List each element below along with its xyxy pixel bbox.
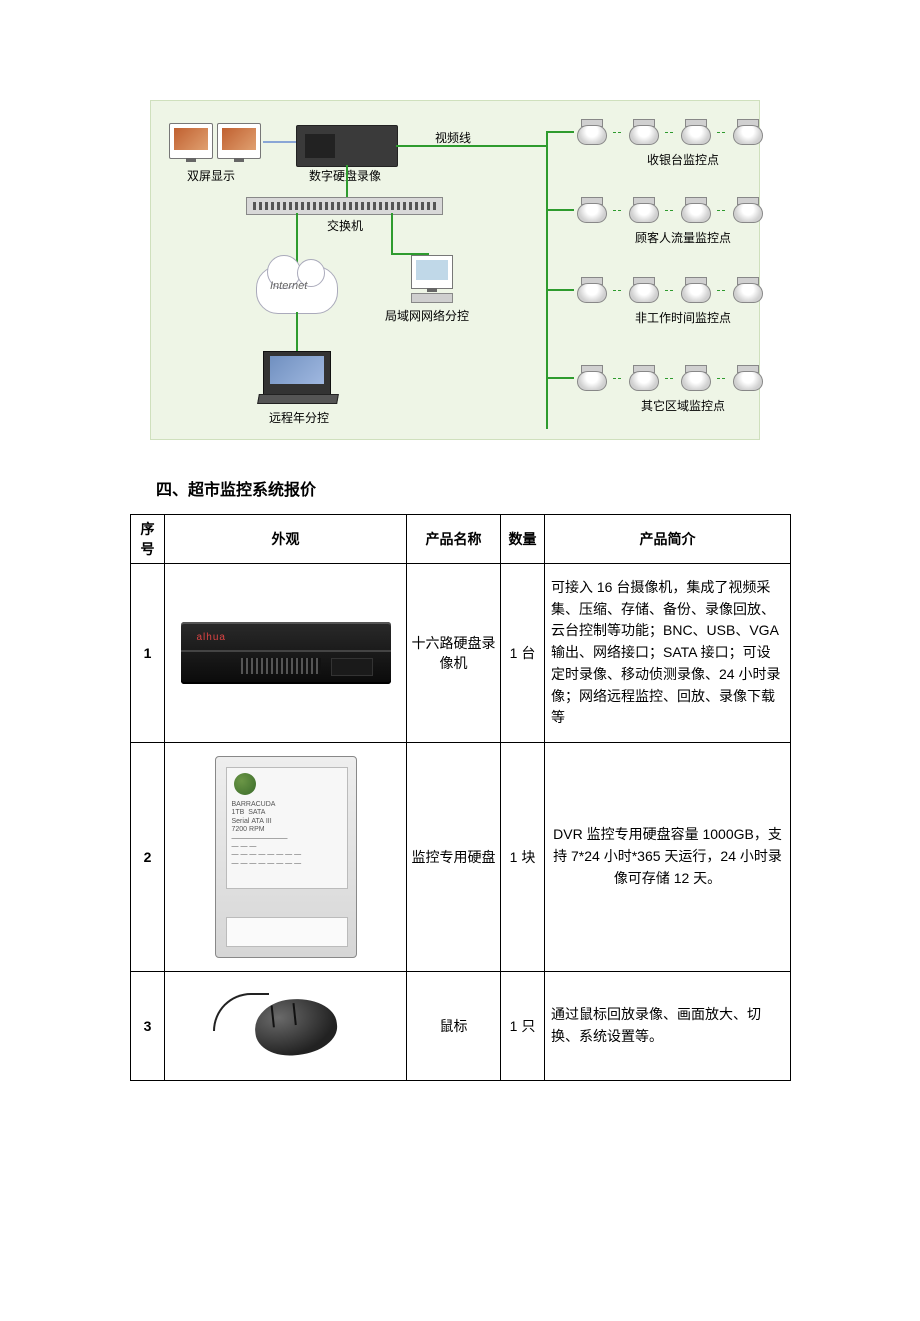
label-group-3: 非工作时间监控点 xyxy=(635,309,731,326)
quote-table: 序号 外观 产品名称 数量 产品简介 1 alhua xyxy=(130,514,791,1081)
connector-line xyxy=(717,378,725,379)
connector-line xyxy=(717,290,725,291)
camera-icon xyxy=(627,197,659,223)
camera-row xyxy=(575,197,763,223)
th-desc: 产品简介 xyxy=(545,515,791,564)
dvr-icon xyxy=(296,125,398,167)
monitor-icon xyxy=(217,123,261,159)
connector-line xyxy=(665,378,673,379)
connector-line xyxy=(296,312,298,351)
pc-icon xyxy=(411,255,453,289)
camera-row xyxy=(575,119,763,145)
connector-line xyxy=(665,290,673,291)
table-row: 2 BARRACUDA1TB SATASerial ATA III7200 RP… xyxy=(131,743,791,972)
section-title: 四、超市监控系统报价 xyxy=(156,476,790,500)
connector-line xyxy=(665,210,673,211)
camera-icon xyxy=(575,365,607,391)
label-lan-branch: 局域网网络分控 xyxy=(385,307,469,324)
connector-line xyxy=(613,378,621,379)
label-internet: Internet xyxy=(270,280,307,292)
camera-icon xyxy=(679,365,711,391)
label-remote: 远程年分控 xyxy=(269,409,329,426)
table-row: 3 鼠标 1 只 通过鼠标回放录像、画面放大、切换、系统设置等。 xyxy=(131,972,791,1081)
connector-line xyxy=(263,141,296,143)
th-appearance: 外观 xyxy=(165,515,407,564)
connector-line xyxy=(296,213,298,265)
connector-line xyxy=(613,290,621,291)
label-group-1: 收银台监控点 xyxy=(647,151,719,168)
th-idx: 序号 xyxy=(131,515,165,564)
switch-icon xyxy=(246,197,443,215)
th-qty: 数量 xyxy=(501,515,545,564)
cell-desc: DVR 监控专用硬盘容量 1000GB，支持 7*24 小时*365 天运行，2… xyxy=(545,743,791,972)
camera-icon xyxy=(679,119,711,145)
monitor-icon xyxy=(169,123,213,159)
cell-image xyxy=(165,972,407,1081)
cell-idx: 3 xyxy=(131,972,165,1081)
page: 双屏显示 数字硬盘录像 视频线 交换机 局域网网络分控 Internet xyxy=(0,0,920,1321)
camera-icon xyxy=(575,197,607,223)
label-dual-display: 双屏显示 xyxy=(187,167,235,184)
cell-desc: 通过鼠标回放录像、画面放大、切换、系统设置等。 xyxy=(545,972,791,1081)
connector-line xyxy=(546,131,574,133)
connector-line xyxy=(546,209,574,211)
connector-line xyxy=(665,132,673,133)
cell-desc: 可接入 16 台摄像机，集成了视频采集、压缩、存储、备份、录像回放、云台控制等功… xyxy=(545,564,791,743)
camera-icon xyxy=(575,277,607,303)
table-header-row: 序号 外观 产品名称 数量 产品简介 xyxy=(131,515,791,564)
cell-idx: 2 xyxy=(131,743,165,972)
dvr-product-icon: alhua xyxy=(181,622,391,684)
connector-line xyxy=(546,289,574,291)
connector-line xyxy=(546,131,548,429)
pc-base-icon xyxy=(411,293,453,303)
network-diagram: 双屏显示 数字硬盘录像 视频线 交换机 局域网网络分控 Internet xyxy=(150,100,760,440)
camera-icon xyxy=(679,197,711,223)
connector-line xyxy=(613,132,621,133)
cell-name: 鼠标 xyxy=(407,972,501,1081)
cell-name: 十六路硬盘录像机 xyxy=(407,564,501,743)
camera-icon xyxy=(731,119,763,145)
camera-icon xyxy=(627,365,659,391)
mouse-product-icon xyxy=(211,981,361,1071)
cell-idx: 1 xyxy=(131,564,165,743)
camera-icon xyxy=(575,119,607,145)
cell-qty: 1 台 xyxy=(501,564,545,743)
cell-qty: 1 只 xyxy=(501,972,545,1081)
camera-icon xyxy=(627,277,659,303)
camera-icon xyxy=(731,197,763,223)
label-group-2: 顾客人流量监控点 xyxy=(635,229,731,246)
hdd-product-icon: BARRACUDA1TB SATASerial ATA III7200 RPM—… xyxy=(215,756,357,958)
camera-row xyxy=(575,365,763,391)
camera-row xyxy=(575,277,763,303)
camera-icon xyxy=(731,277,763,303)
cell-image: BARRACUDA1TB SATASerial ATA III7200 RPM—… xyxy=(165,743,407,972)
connector-line xyxy=(391,213,393,255)
label-video-cable: 视频线 xyxy=(435,129,471,146)
table-row: 1 alhua 十六路硬盘录像机 1 台 可接入 16 台摄像机，集成了视频采集… xyxy=(131,564,791,743)
cell-qty: 1 块 xyxy=(501,743,545,972)
cell-name: 监控专用硬盘 xyxy=(407,743,501,972)
connector-line xyxy=(396,145,546,147)
laptop-icon xyxy=(263,351,331,395)
th-name: 产品名称 xyxy=(407,515,501,564)
camera-icon xyxy=(731,365,763,391)
label-switch: 交换机 xyxy=(327,217,363,234)
connector-line xyxy=(546,377,574,379)
cell-image: alhua xyxy=(165,564,407,743)
label-group-4: 其它区域监控点 xyxy=(641,397,725,414)
label-dvr: 数字硬盘录像 xyxy=(309,167,381,184)
connector-line xyxy=(613,210,621,211)
connector-line xyxy=(346,165,348,197)
camera-icon xyxy=(627,119,659,145)
camera-icon xyxy=(679,277,711,303)
connector-line xyxy=(717,132,725,133)
connector-line xyxy=(717,210,725,211)
